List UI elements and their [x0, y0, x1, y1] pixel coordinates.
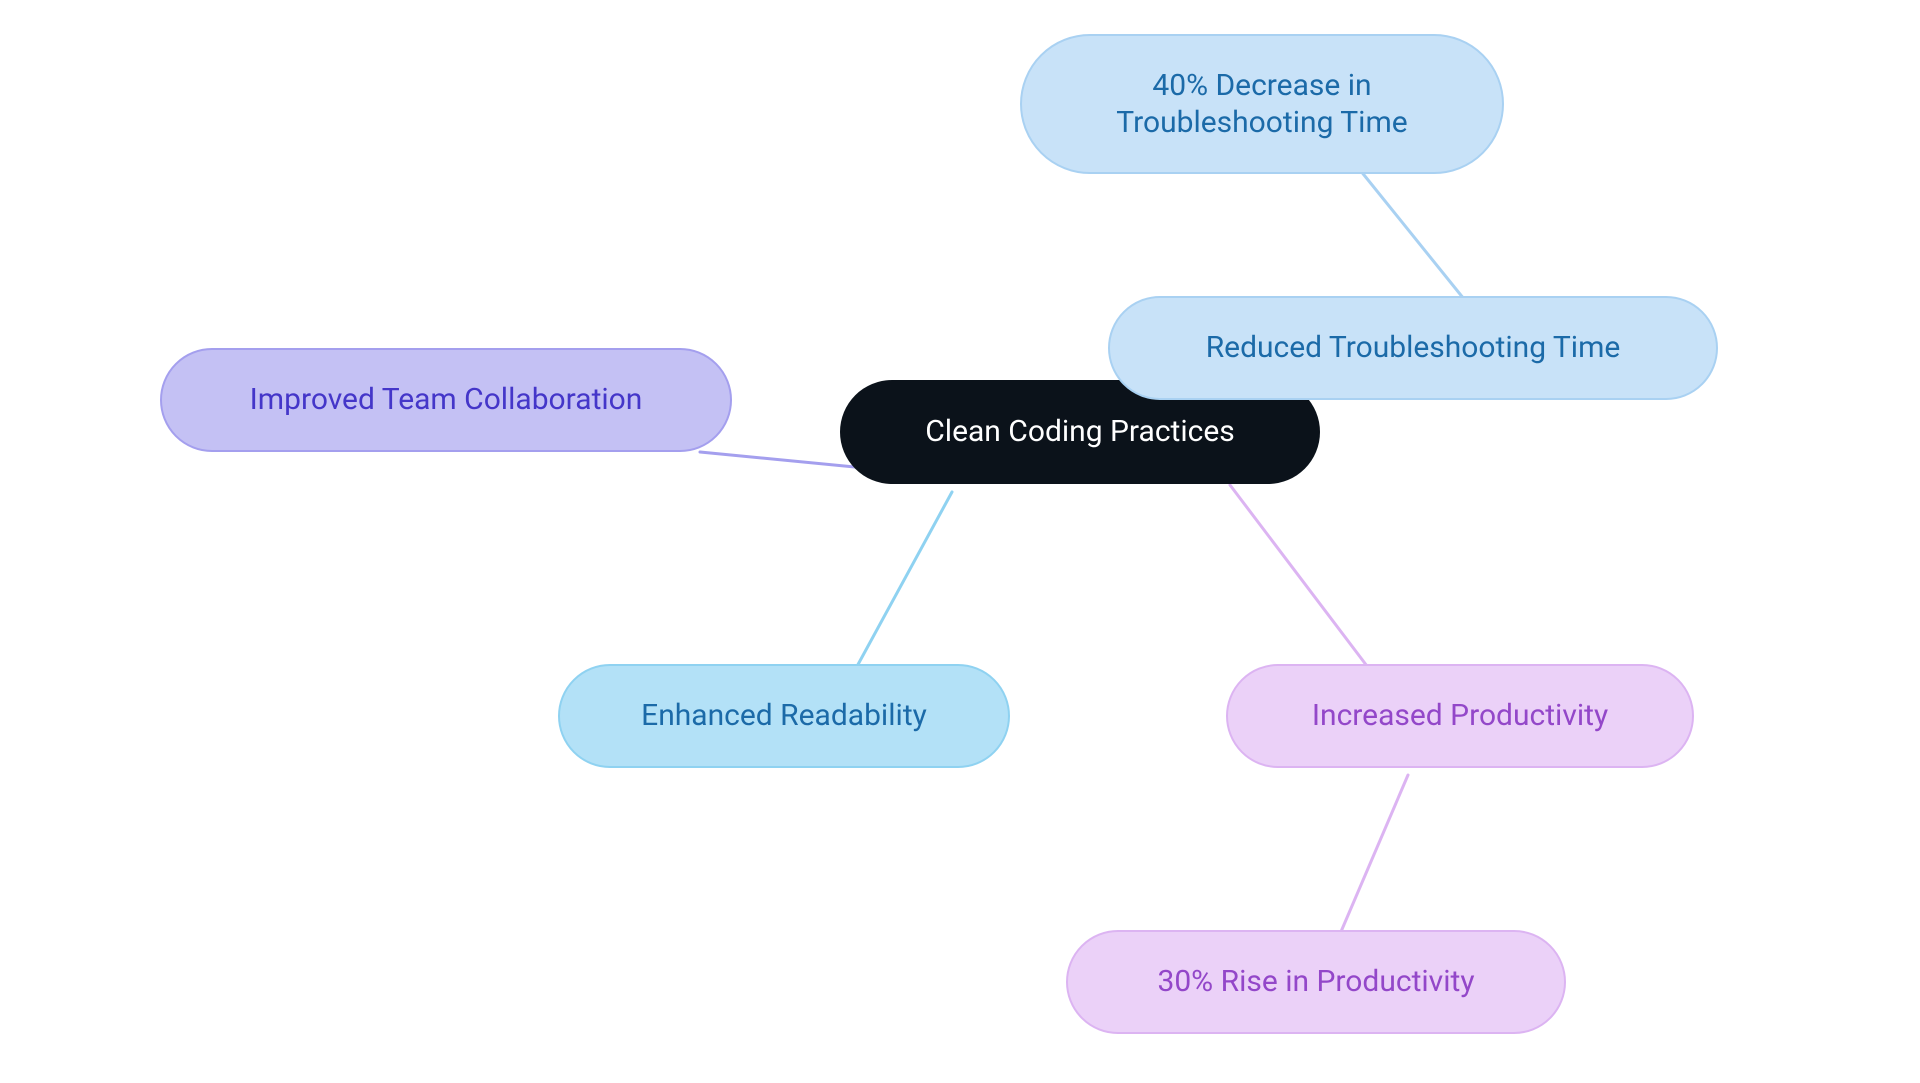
edge-root-collab	[700, 452, 865, 468]
edge-root-readability	[855, 492, 952, 670]
edge-productivity-productivity30	[1340, 775, 1408, 934]
node-readability-label: Enhanced Readability	[641, 697, 927, 735]
node-collab: Improved Team Collaboration	[160, 348, 732, 452]
diagram-canvas: Clean Coding Practices Improved Team Coll…	[0, 0, 1920, 1083]
node-productivity: Increased Productivity	[1226, 664, 1694, 768]
node-troubleshoot: Reduced Troubleshooting Time	[1108, 296, 1718, 400]
node-troubleshoot40-label: 40% Decrease in Troubleshooting Time	[1116, 67, 1407, 142]
node-productivity-label: Increased Productivity	[1312, 697, 1608, 735]
edges-layer	[0, 0, 1920, 1083]
edge-root-productivity	[1230, 485, 1370, 670]
node-productivity30: 30% Rise in Productivity	[1066, 930, 1566, 1034]
node-troubleshoot-label: Reduced Troubleshooting Time	[1206, 329, 1621, 367]
node-troubleshoot40: 40% Decrease in Troubleshooting Time	[1020, 34, 1504, 174]
node-collab-label: Improved Team Collaboration	[250, 381, 643, 419]
node-root-label: Clean Coding Practices	[925, 413, 1235, 451]
node-readability: Enhanced Readability	[558, 664, 1010, 768]
edge-troubleshoot-troubleshoot40	[1360, 170, 1468, 304]
node-productivity30-label: 30% Rise in Productivity	[1157, 963, 1474, 1001]
